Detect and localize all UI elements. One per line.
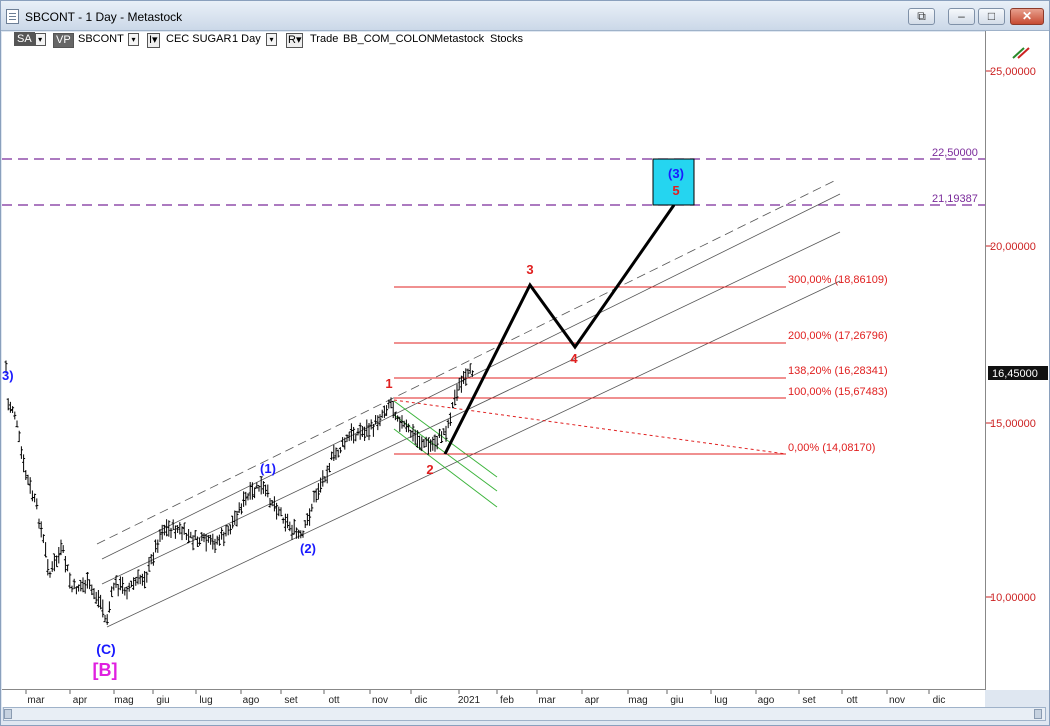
date-tick-label: mag (114, 695, 133, 706)
date-tick-label: ott (328, 695, 339, 706)
hline-label-layer: 22,50000 21,19387 (932, 147, 978, 205)
date-tick-label: mag (628, 695, 647, 706)
close-button[interactable]: ✕ (1010, 8, 1044, 25)
symbol-dropdown[interactable]: ▾ (128, 33, 139, 48)
restore-all-button[interactable]: ⧉ (908, 8, 935, 25)
price-axis-canvas[interactable]: 25,00000 20,00000 15,00000 10,00000 16,4… (986, 31, 1050, 690)
mode-label: Trade (310, 33, 339, 45)
period-button[interactable]: SA (14, 32, 35, 46)
minor-2-label: 2 (426, 462, 433, 477)
symbol-label: SBCONT (78, 33, 124, 45)
date-tick-label: 2021 (458, 695, 481, 706)
green-channel-3[interactable] (393, 428, 498, 508)
chart-window-icon (6, 9, 19, 24)
date-tick-label: giu (156, 695, 169, 706)
chart-arrow-icon[interactable] (1012, 47, 1030, 59)
vp-button[interactable]: VP (53, 33, 74, 48)
price-tick-label: 15,00000 (990, 418, 1036, 430)
date-axis[interactable]: mar apr mag giu lug ago set ott nov dic 2021 feb mar… (2, 689, 985, 707)
wave-3-target-label: (3) (668, 166, 684, 181)
date-tick-label: lug (714, 695, 727, 706)
date-tick-label: apr (73, 695, 88, 706)
wave-5-label: 5 (672, 183, 679, 198)
minimize-button[interactable]: – (948, 8, 975, 25)
fib-label-200: 200,00% (17,26796) (788, 330, 888, 342)
date-tick-label: nov (889, 695, 905, 706)
price-tick-label: 25,00000 (990, 66, 1036, 78)
hline-label-22-50: 22,50000 (932, 147, 978, 159)
date-tick-label: ago (243, 695, 260, 706)
date-tick-label: dic (415, 695, 428, 706)
fib-levels[interactable]: 300,00% (18,86109) 200,00% (17,26796) 13… (393, 274, 888, 455)
date-tick-label: set (284, 695, 298, 706)
current-price-badge (988, 366, 1048, 380)
price-tick-label: 10,00000 (990, 592, 1036, 604)
title-bar[interactable]: SBCONT - 1 Day - Metastock ⧉ – □ ✕ (1, 1, 1049, 31)
security-description: CEC SUGAR (166, 33, 232, 45)
wave-3-left-label: 3) (2, 368, 14, 383)
type-label: Stocks (490, 33, 524, 45)
fib-label-300: 300,00% (18,86109) (788, 274, 888, 286)
maximize-button[interactable]: □ (978, 8, 1005, 25)
chart-canvas[interactable]: 300,00% (18,86109) 200,00% (17,26796) 13… (2, 49, 985, 689)
date-tick-label: feb (500, 695, 514, 706)
wave-c-label: (C) (96, 641, 115, 657)
scroll-left-button[interactable] (4, 709, 12, 719)
source-label: BB_COM_COLON (343, 33, 435, 45)
interval-label: 1 Day (232, 33, 261, 45)
date-tick-label: ago (758, 695, 775, 706)
hline-label-21-19: 21,19387 (932, 193, 978, 205)
price-tick-label: 20,00000 (990, 241, 1036, 253)
date-tick-label: ott (846, 695, 857, 706)
minor-3-label: 3 (526, 262, 533, 277)
minor-1-label: 1 (385, 376, 392, 391)
date-tick-label: mar (538, 695, 556, 706)
wave-2-label: (2) (300, 541, 316, 556)
scroll-right-button[interactable] (1034, 709, 1042, 719)
price-bars[interactable] (4, 360, 474, 625)
chevron-down-icon[interactable]: ▾ (266, 33, 277, 46)
price-chart[interactable]: 300,00% (18,86109) 200,00% (17,26796) 13… (2, 49, 985, 689)
channel-line-2[interactable] (101, 231, 841, 585)
date-tick-label: dic (933, 695, 946, 706)
date-tick-label: mar (27, 695, 45, 706)
fib-label-138: 138,20% (16,28341) (788, 365, 888, 377)
window-title: SBCONT - 1 Day - Metastock (25, 10, 183, 24)
date-tick-label: nov (372, 695, 388, 706)
date-tick-label: set (802, 695, 816, 706)
target-box[interactable] (652, 158, 695, 206)
horizontal-scrollbar[interactable] (3, 707, 1046, 721)
date-axis-canvas[interactable]: mar apr mag giu lug ago set ott nov dic 2021 feb mar… (2, 690, 985, 708)
date-tick-label: lug (199, 695, 212, 706)
name-toggle-button[interactable]: I▾ (147, 33, 160, 48)
minor-4-label: 4 (570, 351, 578, 366)
interval-dropdown[interactable]: ▾ (266, 33, 277, 48)
fib-label-100: 100,00% (15,67483) (788, 386, 888, 398)
date-tick-label: apr (585, 695, 600, 706)
projection-path[interactable] (443, 204, 676, 455)
current-price-label: 16,45000 (992, 368, 1038, 380)
fib-label-0: 0,00% (14,08170) (788, 442, 875, 454)
chart-toolbar: SA ▾ VP SBCONT ▾ I▾ CEC SUGAR 1 Day ▾ R▾ … (2, 32, 985, 49)
chevron-down-icon[interactable]: ▾ (128, 33, 139, 46)
period-dropdown-icon[interactable]: ▾ (34, 33, 46, 46)
channel-upper-dashed[interactable] (96, 180, 835, 545)
channel-line-1[interactable] (101, 193, 841, 560)
date-tick-label: giu (670, 695, 683, 706)
app-label: Metastock (434, 33, 485, 45)
wave-b-label: [B] (93, 660, 118, 680)
wave-1-label: (1) (260, 461, 276, 476)
r-toggle-button[interactable]: R▾ (286, 33, 304, 48)
period-selector: SA ▾ (14, 32, 46, 48)
price-axis[interactable]: 25,00000 20,00000 15,00000 10,00000 16,4… (985, 31, 1049, 690)
